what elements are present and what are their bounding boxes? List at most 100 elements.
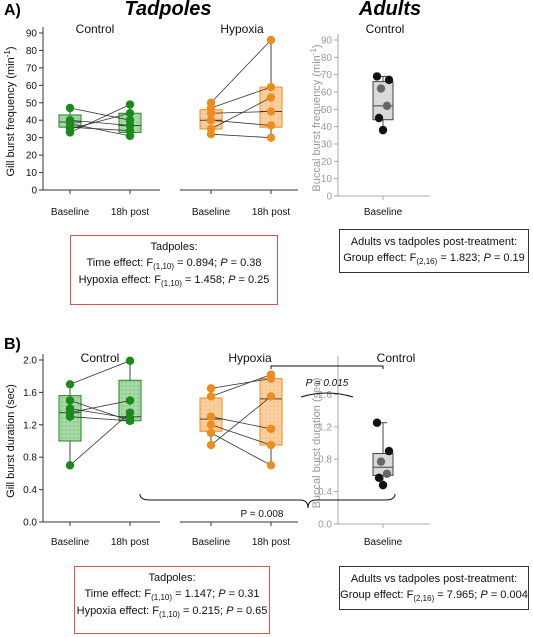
- chart-5-x-tick-label: 18h post: [252, 537, 291, 548]
- chart-1-y-tick-label: 50: [26, 98, 38, 109]
- adults-title: Adults: [358, 0, 421, 20]
- chart-4-point: [65, 461, 75, 470]
- bracket-p015-curve: [300, 392, 354, 398]
- stats-a-time-effect: Time effect: F(1,10) = 0.894; P = 0.38: [86, 257, 262, 272]
- chart-2-point: [266, 93, 276, 102]
- chart-2-pair-line: [210, 119, 272, 126]
- chart-2-point: [266, 107, 276, 116]
- chart-6-y-label: Buccal burst duration (sec): [311, 378, 323, 509]
- chart-6-y-tick-label: 0.0: [318, 520, 332, 531]
- panel-a-label: A): [4, 2, 21, 19]
- chart-4-pair-line: [69, 400, 131, 422]
- chart-6-point: [374, 473, 384, 483]
- chart-4-point: [125, 396, 135, 405]
- chart-2-pair-line: [210, 133, 272, 139]
- chart-1-y-tick-label: 30: [26, 133, 38, 144]
- chart-5-x-tick-label: Baseline: [192, 537, 231, 548]
- chart-4-pair-line: [69, 416, 131, 422]
- chart-3-y-tick-label: 90: [321, 36, 333, 47]
- chart-2-point: [206, 129, 216, 139]
- chart-5-box: [259, 378, 283, 446]
- chart-4-y-tick-label: 1.6: [23, 388, 37, 399]
- chart-1-point: [65, 103, 75, 113]
- chart-1-y-tick-label: 20: [26, 151, 38, 162]
- chart-2-x-tick-label: 18h post: [252, 207, 291, 218]
- chart-2-point: [266, 35, 276, 45]
- chart-1-y-tick-label: 60: [26, 81, 38, 92]
- chart-6-subtitle: Control: [377, 351, 416, 365]
- chart-6-y-tick-label: 0.4: [318, 487, 332, 498]
- chart-3-point: [382, 101, 392, 111]
- chart-1-pair-line: [69, 107, 131, 121]
- chart-2-point: [206, 109, 216, 118]
- chart-3-point: [376, 84, 386, 93]
- chart-1-y-tick-label: 10: [26, 168, 38, 179]
- chart-1-point: [125, 126, 135, 135]
- chart-4-pair-line: [69, 360, 131, 385]
- chart-3-y-tick-label: 60: [321, 88, 333, 99]
- panel-b-label: B): [4, 336, 21, 353]
- chart-4-subtitle: Control: [81, 351, 120, 365]
- chart-5-subtitle: Hypoxia: [228, 351, 272, 365]
- chart-5-point: [266, 424, 276, 434]
- stats-box-b-adults: Adults vs tadpoles post-treatment: Group…: [339, 566, 529, 610]
- chart-4-x-tick-label: Baseline: [51, 537, 90, 548]
- chart-3-y-tick-label: 10: [321, 174, 333, 185]
- charts-layer: Control 0 10 20 30 40 50 60 70 80 90 Gill burst fre…: [3, 22, 430, 548]
- chart-3-subtitle: Control: [366, 22, 405, 36]
- chart-4-point: [125, 408, 135, 417]
- bracket-p015-label: P = 0.015: [306, 378, 349, 389]
- chart-2-pair-line: [210, 111, 272, 114]
- chart-6-point: [378, 480, 388, 490]
- chart-5-point: [206, 392, 216, 401]
- chart-5-point: [206, 428, 216, 438]
- chart-3-point: [372, 72, 382, 81]
- chart-2-box: [259, 86, 283, 128]
- stats-b-tadpoles-title: Tadpoles:: [148, 572, 196, 584]
- chart-1-y-tick-label: 90: [26, 29, 38, 40]
- stats-a-group-effect: Group effect: F(2,16) = 1.823; P = 0.19: [343, 252, 525, 267]
- stats-box-a-tadpoles: Tadpoles: Time effect: F(1,10) = 0.894; …: [70, 235, 278, 305]
- chart-1-pair-line: [69, 104, 131, 133]
- chart-1-y-tick-label: 80: [26, 46, 38, 57]
- chart-5-point: [206, 412, 216, 421]
- chart-5-pair-line: [210, 424, 272, 446]
- chart-4-pair-line: [69, 412, 131, 466]
- chart-3-point: [384, 75, 394, 85]
- chart-1-y-tick-label: 40: [26, 116, 38, 127]
- chart-3-y-tick-label: 0: [326, 192, 332, 203]
- chart-2-point: [266, 133, 276, 142]
- chart-4-y-label: Gill burst duration (sec): [5, 384, 17, 498]
- chart-1-subtitle: Control: [76, 22, 115, 36]
- chart-3-point: [378, 125, 388, 135]
- chart-5-pair-line: [210, 396, 272, 446]
- chart-3-y-label: Buccal burst frequency (min-1): [309, 44, 324, 191]
- chart-6-y-tick-label: 1.2: [318, 422, 332, 433]
- chart-6-point: [372, 418, 382, 427]
- stats-a-adults-title: Adults vs tadpoles post-treatment:: [350, 236, 518, 248]
- chart-3-y-tick-label: 20: [321, 157, 333, 168]
- chart-6-y-tick-label: 1.6: [318, 390, 332, 401]
- tadpoles-title: Tadpoles: [124, 0, 211, 20]
- stats-b-adults-title: Adults vs tadpoles post-treatment:: [350, 573, 518, 585]
- chart-3-point: [374, 113, 384, 123]
- chart-2-x-tick-label: Baseline: [192, 207, 231, 218]
- chart-3-x-tick-label: Baseline: [364, 207, 403, 218]
- chart-6-y-tick-label: 0.8: [318, 455, 332, 466]
- bracket-p008: [139, 493, 396, 509]
- stats-a-hypoxia-effect: Hypoxia effect: F(1,10) = 1.458; P = 0.2…: [78, 274, 270, 289]
- bracket-p015: [270, 365, 384, 369]
- chart-6-point: [382, 469, 392, 478]
- chart-6-point: [376, 457, 386, 466]
- chart-5-pair-line: [210, 416, 272, 430]
- chart-1-pair-line: [69, 119, 131, 126]
- chart-2-subtitle: Hypoxia: [220, 22, 264, 36]
- chart-5-point: [206, 420, 216, 429]
- chart-4-y-tick-label: 0.8: [23, 453, 37, 464]
- chart-4-point: [65, 412, 75, 421]
- chart-2-pair-line: [210, 97, 272, 130]
- chart-5-pair-line: [210, 378, 272, 389]
- titles-layer: A) Tadpoles Adults B): [4, 0, 421, 353]
- chart-3-y-tick-label: 80: [321, 53, 333, 64]
- stats-box-b-tadpoles: Tadpoles: Time effect: F(1,10) = 1.147; …: [74, 566, 270, 634]
